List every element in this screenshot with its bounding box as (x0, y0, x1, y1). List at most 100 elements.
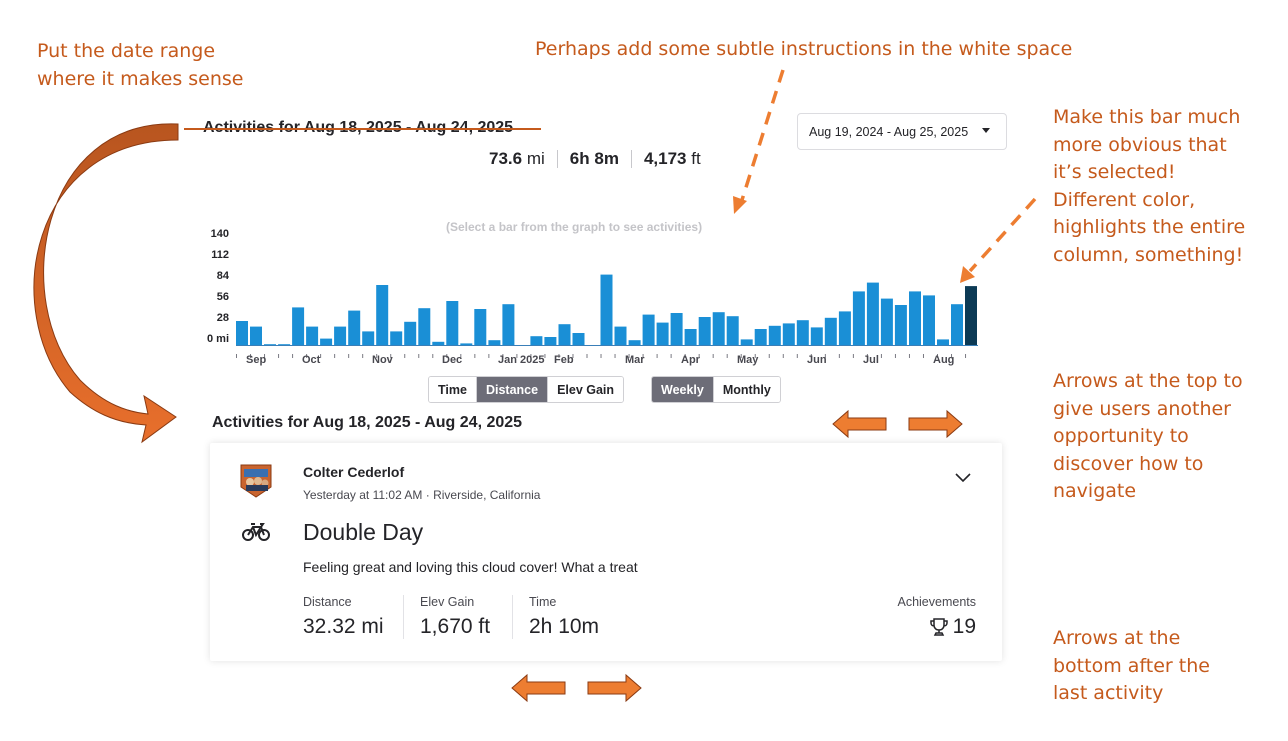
week-bar[interactable] (656, 322, 669, 345)
week-bar[interactable] (558, 324, 571, 345)
week-bar[interactable] (432, 341, 445, 345)
week-bar[interactable] (670, 313, 683, 345)
achievements[interactable]: Achievements 19 (897, 595, 976, 639)
week-bar[interactable] (488, 340, 501, 345)
week-bar[interactable] (460, 343, 473, 345)
week-bar[interactable] (909, 291, 921, 345)
x-tick-label: Aug (933, 354, 955, 366)
week-bar[interactable] (768, 325, 781, 345)
week-bar[interactable] (376, 285, 389, 345)
x-tick-label: Oct (302, 354, 321, 366)
week-bar[interactable] (418, 308, 431, 345)
activity-description: Feeling great and loving this cloud cove… (303, 559, 638, 575)
week-bar[interactable] (390, 331, 403, 345)
x-tick-label: May (737, 354, 759, 366)
week-bar[interactable] (446, 301, 459, 345)
week-bar[interactable] (712, 312, 725, 345)
week-bar[interactable] (894, 305, 907, 345)
week-bar[interactable] (320, 338, 333, 345)
week-bar[interactable] (362, 331, 375, 345)
week-bar[interactable] (530, 336, 543, 345)
week-bar[interactable] (502, 304, 515, 345)
x-tick-label: Jan 2025 (498, 354, 545, 366)
time-hours: 6h (569, 149, 590, 168)
bottom-next-arrow[interactable] (584, 672, 644, 704)
selected-week-bar[interactable] (965, 286, 977, 345)
week-bar[interactable] (838, 311, 851, 345)
dashed-arrow-instructions (740, 69, 785, 201)
week-bar[interactable] (684, 329, 697, 345)
week-bar[interactable] (726, 316, 739, 345)
annotation-bottom-arrows: Arrows at the bottom after the last acti… (1053, 627, 1210, 704)
x-tick-label: Jul (863, 354, 879, 366)
stat-elev-gain: Elev Gain 1,670 ft (420, 595, 490, 639)
week-bar[interactable] (866, 282, 879, 345)
week-bar[interactable] (306, 326, 319, 345)
bottom-prev-arrow[interactable] (509, 672, 569, 704)
curved-arrow-graphic (33, 123, 179, 444)
period-weekly-option[interactable]: Weekly (652, 377, 713, 402)
annotation-selected-bar: Make this bar much more obvious that it’… (1053, 106, 1246, 266)
metric-distance-option[interactable]: Distance (475, 377, 548, 402)
week-bar[interactable] (236, 321, 248, 345)
week-bar[interactable] (474, 309, 487, 345)
stat-label: Distance (303, 595, 352, 609)
week-bar[interactable] (937, 339, 949, 345)
week-bar[interactable] (404, 321, 417, 345)
metric-toggle: Time Distance Elev Gain (428, 376, 625, 403)
week-bar[interactable] (796, 320, 809, 345)
week-bar[interactable] (614, 326, 627, 345)
metric-time-option[interactable]: Time (429, 377, 476, 402)
stat-label: Time (529, 595, 557, 609)
metric-elev-option[interactable]: Elev Gain (547, 377, 624, 402)
stat-value: 1,670 ft (420, 615, 491, 638)
week-bar[interactable] (544, 337, 557, 345)
top-prev-arrow[interactable] (830, 408, 890, 440)
week-bar[interactable] (923, 295, 935, 345)
week-bar[interactable] (250, 326, 262, 345)
y-tick-label: 28 (216, 312, 229, 324)
athlete-name[interactable]: Colter Cederlof (303, 464, 405, 480)
week-bar[interactable] (824, 317, 837, 345)
chevron-down-icon[interactable] (954, 471, 972, 483)
time-minutes: 8m (594, 149, 619, 168)
achievements-count: 19 (952, 615, 976, 638)
date-range-value: Aug 19, 2024 - Aug 25, 2025 (809, 124, 969, 139)
arrow-left-icon (511, 673, 566, 703)
week-bar[interactable] (880, 298, 893, 345)
top-next-arrow[interactable] (905, 408, 965, 440)
arrow-right-icon (908, 409, 963, 439)
week-bar[interactable] (600, 274, 613, 345)
athlete-avatar[interactable] (238, 463, 274, 499)
week-bar[interactable] (278, 344, 291, 345)
week-bar[interactable] (628, 340, 641, 345)
week-bar[interactable] (292, 307, 305, 345)
week-bar[interactable] (572, 333, 585, 345)
date-range-select[interactable]: Aug 19, 2024 - Aug 25, 2025 (797, 113, 1007, 150)
y-tick-label: 112 (211, 249, 229, 261)
activity-title[interactable]: Double Day (303, 519, 424, 545)
week-bar[interactable] (698, 317, 711, 345)
week-bar[interactable] (348, 310, 361, 345)
week-bar[interactable] (334, 326, 347, 345)
week-bar[interactable] (782, 323, 795, 345)
caret-down-icon (982, 128, 990, 133)
activity-card[interactable]: Colter Cederlof Yesterday at 11:02 AM · … (210, 443, 1002, 661)
period-monthly-option[interactable]: Monthly (712, 377, 780, 402)
week-bar[interactable] (642, 314, 655, 345)
stat-distance: Distance 32.32 mi (303, 595, 384, 639)
week-bar[interactable] (740, 339, 753, 345)
week-bar[interactable] (754, 329, 767, 345)
week-bar[interactable] (951, 304, 963, 345)
week-bar[interactable] (264, 344, 276, 345)
bike-icon (242, 523, 270, 541)
stat-value: 2h 10m (529, 615, 600, 638)
achievements-label: Achievements (897, 595, 976, 609)
week-bar[interactable] (852, 291, 865, 345)
x-tick-label: Jun (807, 354, 827, 366)
dashed-arrow-instructions-head (733, 196, 747, 214)
elev-unit: ft (691, 149, 701, 168)
week-bar[interactable] (810, 327, 823, 345)
